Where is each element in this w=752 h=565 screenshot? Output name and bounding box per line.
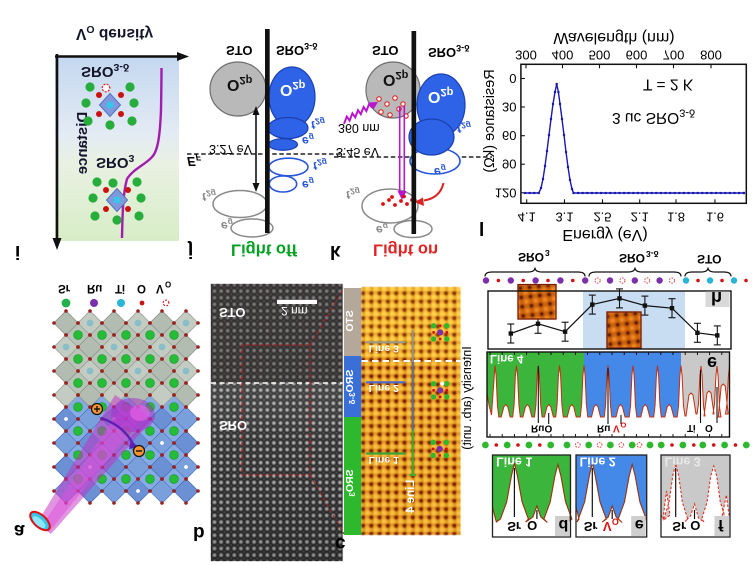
svg-text:3.1: 3.1 xyxy=(555,210,573,225)
svg-text:3.45 eV: 3.45 eV xyxy=(336,145,380,159)
svg-text:V: V xyxy=(613,423,620,434)
svg-text:f: f xyxy=(718,516,724,533)
svg-text:VO density: VO density xyxy=(76,23,153,42)
svg-text:SRO: SRO xyxy=(619,251,645,265)
svg-text:Ti: Ti xyxy=(115,282,125,294)
svg-text:SRO3: SRO3 xyxy=(344,469,357,497)
svg-text:3.27 eV: 3.27 eV xyxy=(209,142,253,156)
svg-text:Line 3: Line 3 xyxy=(369,343,400,355)
svg-text:T = 2 K: T = 2 K xyxy=(643,76,694,93)
svg-text:Ru: Ru xyxy=(87,282,102,294)
svg-text:O: O xyxy=(690,518,700,533)
svg-text:c: c xyxy=(335,533,346,554)
svg-text:4.1: 4.1 xyxy=(518,210,536,225)
svg-text:O: O xyxy=(612,517,619,527)
svg-text:90: 90 xyxy=(502,157,516,172)
svg-text:i: i xyxy=(15,241,20,262)
svg-text:2 nm: 2 nm xyxy=(281,304,308,318)
svg-text:k: k xyxy=(330,241,341,262)
svg-text:Light on: Light on xyxy=(373,241,438,259)
svg-text:Energy (eV): Energy (eV) xyxy=(562,226,647,243)
svg-text:Ru: Ru xyxy=(597,423,610,434)
svg-text:Intensity (arb. unit): Intensity (arb. unit) xyxy=(460,346,474,450)
svg-text:3-δ: 3-δ xyxy=(646,249,659,259)
svg-text:O: O xyxy=(621,421,627,430)
svg-text:60: 60 xyxy=(502,128,516,143)
svg-text:120: 120 xyxy=(495,185,517,200)
svg-text:Line 3: Line 3 xyxy=(665,455,701,469)
svg-text:Ti: Ti xyxy=(687,422,696,433)
svg-text:30: 30 xyxy=(502,100,516,115)
svg-text:300: 300 xyxy=(515,48,537,63)
svg-text:1.6: 1.6 xyxy=(706,210,724,225)
svg-text:j: j xyxy=(187,240,193,261)
svg-text:V: V xyxy=(603,519,612,534)
svg-text:400: 400 xyxy=(552,48,574,63)
svg-text:SRO: SRO xyxy=(518,250,544,264)
svg-text:d: d xyxy=(559,516,569,533)
svg-text:Sr: Sr xyxy=(584,519,598,534)
svg-text:Sr: Sr xyxy=(58,282,71,294)
svg-text:a: a xyxy=(14,520,25,541)
svg-text:V: V xyxy=(156,282,164,294)
svg-text:2.1: 2.1 xyxy=(631,210,649,225)
svg-text:3: 3 xyxy=(545,248,550,258)
svg-text:Line 2: Line 2 xyxy=(369,382,400,394)
svg-text:O: O xyxy=(545,423,553,434)
svg-text:700: 700 xyxy=(663,48,685,63)
svg-text:e: e xyxy=(635,516,644,533)
svg-text:STO: STO xyxy=(697,252,721,266)
svg-text:Light off: Light off xyxy=(231,241,297,259)
svg-text:STO: STO xyxy=(372,43,399,58)
svg-text:Wavelength (nm): Wavelength (nm) xyxy=(553,29,674,46)
svg-text:600: 600 xyxy=(626,48,648,63)
svg-text:O: O xyxy=(137,282,146,294)
svg-text:Sr: Sr xyxy=(507,519,521,534)
svg-text:360 nm: 360 nm xyxy=(338,121,380,135)
svg-text:e: e xyxy=(707,353,717,373)
svg-text:500: 500 xyxy=(589,48,611,63)
svg-text:2.5: 2.5 xyxy=(593,210,611,225)
svg-text:O: O xyxy=(165,280,171,289)
svg-text:Line 4: Line 4 xyxy=(490,352,524,364)
svg-text:Sr: Sr xyxy=(672,519,686,534)
svg-text:1.8: 1.8 xyxy=(667,210,685,225)
svg-text:Ru: Ru xyxy=(531,423,544,434)
svg-text:Line 1: Line 1 xyxy=(369,454,400,466)
svg-text:Resistance (kΩ): Resistance (kΩ) xyxy=(482,69,498,173)
svg-text:O: O xyxy=(705,422,713,433)
svg-text:3 uc SRO3-δ: 3 uc SRO3-δ xyxy=(612,107,695,127)
svg-text:SRO3-δ: SRO3-δ xyxy=(344,370,357,405)
svg-text:SRO3: SRO3 xyxy=(96,152,135,171)
svg-text:b: b xyxy=(193,522,205,543)
svg-text:Line 4: Line 4 xyxy=(405,480,417,514)
svg-text:Line 1: Line 1 xyxy=(496,455,532,469)
svg-text:STO: STO xyxy=(344,310,356,331)
svg-text:l: l xyxy=(479,217,484,238)
svg-text:Distance: Distance xyxy=(74,112,91,175)
svg-text:O: O xyxy=(527,518,537,533)
svg-text:STO: STO xyxy=(226,43,253,58)
svg-text:800: 800 xyxy=(700,48,722,63)
svg-text:STO: STO xyxy=(219,305,246,320)
svg-text:SRO: SRO xyxy=(219,418,247,433)
svg-text:Line 2: Line 2 xyxy=(580,455,616,469)
svg-text:h: h xyxy=(711,288,722,308)
svg-text:0: 0 xyxy=(509,71,516,86)
